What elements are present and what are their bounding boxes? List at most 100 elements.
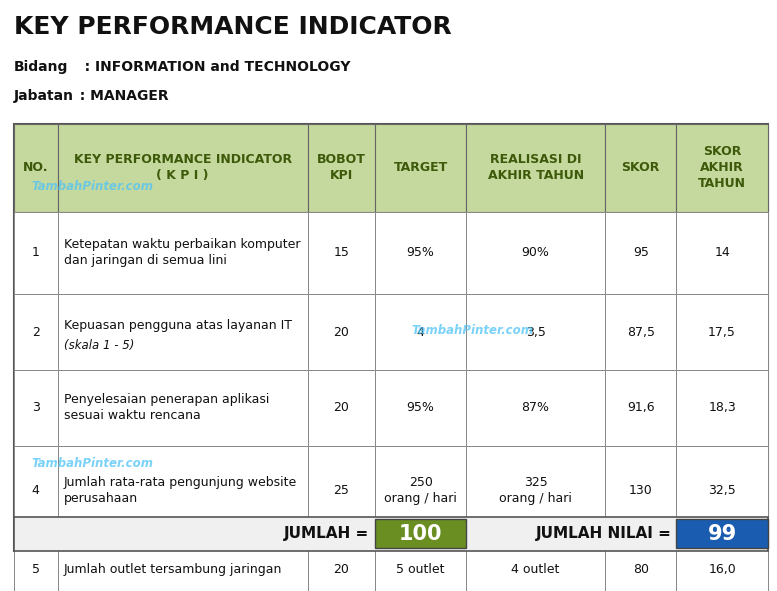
- Bar: [466, 370, 605, 446]
- Bar: [14, 124, 57, 212]
- Bar: [375, 124, 466, 212]
- Text: 20: 20: [333, 563, 349, 576]
- Bar: [605, 446, 677, 535]
- Text: 4 outlet: 4 outlet: [511, 563, 559, 576]
- Text: Kepuasan pengguna atas layanan IT: Kepuasan pengguna atas layanan IT: [64, 319, 292, 332]
- Bar: [677, 294, 768, 370]
- Bar: [375, 535, 466, 591]
- Bar: [14, 535, 57, 591]
- Bar: [375, 446, 466, 535]
- Bar: [308, 446, 375, 535]
- Text: 95: 95: [632, 246, 649, 259]
- Bar: [677, 446, 768, 535]
- Text: 4: 4: [32, 484, 40, 497]
- Text: KEY PERFORMANCE INDICATOR
( K P I ): KEY PERFORMANCE INDICATOR ( K P I ): [74, 153, 291, 183]
- Text: 95%: 95%: [406, 401, 434, 414]
- Text: Jumlah rata-rata pengunjung website
perusahaan: Jumlah rata-rata pengunjung website peru…: [64, 476, 297, 505]
- Text: 14: 14: [714, 246, 730, 259]
- Bar: [57, 370, 308, 446]
- Bar: [14, 446, 57, 535]
- Text: Bidang: Bidang: [14, 60, 68, 74]
- Bar: [466, 212, 605, 294]
- Text: 32,5: 32,5: [708, 484, 736, 497]
- Bar: [14, 294, 57, 370]
- Bar: [14, 212, 57, 294]
- Text: TambahPinter.com: TambahPinter.com: [31, 457, 153, 470]
- Text: 4: 4: [416, 326, 424, 339]
- Text: 20: 20: [333, 326, 349, 339]
- Bar: [308, 212, 375, 294]
- Text: JUMLAH NILAI =: JUMLAH NILAI =: [536, 526, 672, 541]
- Text: TARGET: TARGET: [393, 161, 448, 174]
- Text: 95%: 95%: [406, 246, 434, 259]
- Bar: [677, 370, 768, 446]
- Text: BOBOT
KPI: BOBOT KPI: [317, 153, 366, 183]
- Text: 90%: 90%: [521, 246, 549, 259]
- Text: REALISASI DI
AKHIR TAHUN: REALISASI DI AKHIR TAHUN: [487, 153, 584, 183]
- Text: 130: 130: [629, 484, 653, 497]
- Bar: [14, 124, 768, 551]
- Text: Jumlah outlet tersambung jaringan: Jumlah outlet tersambung jaringan: [64, 563, 282, 576]
- Bar: [375, 212, 466, 294]
- Bar: [57, 446, 308, 535]
- Text: TambahPinter.com: TambahPinter.com: [412, 324, 534, 337]
- Text: 25: 25: [333, 484, 349, 497]
- Text: 1: 1: [32, 246, 40, 259]
- Text: Ketepatan waktu perbaikan komputer
dan jaringan di semua lini: Ketepatan waktu perbaikan komputer dan j…: [64, 239, 301, 268]
- Bar: [466, 535, 605, 591]
- Bar: [677, 212, 768, 294]
- Text: 15: 15: [333, 246, 349, 259]
- Bar: [57, 124, 308, 212]
- Text: 18,3: 18,3: [708, 401, 736, 414]
- Text: 87,5: 87,5: [627, 326, 655, 339]
- Bar: [605, 212, 677, 294]
- Text: (skala 1 - 5): (skala 1 - 5): [64, 339, 134, 352]
- Text: 99: 99: [707, 524, 737, 544]
- Bar: [308, 535, 375, 591]
- Text: Penyelesaian penerapan aplikasi
sesuai waktu rencana: Penyelesaian penerapan aplikasi sesuai w…: [64, 393, 269, 423]
- Text: 5 outlet: 5 outlet: [396, 563, 444, 576]
- Text: 250
orang / hari: 250 orang / hari: [384, 476, 457, 505]
- Bar: [466, 446, 605, 535]
- Text: NO.: NO.: [23, 161, 48, 174]
- Text: SKOR
AKHIR
TAHUN: SKOR AKHIR TAHUN: [698, 145, 746, 190]
- Bar: [677, 519, 768, 548]
- Text: JUMLAH =: JUMLAH =: [284, 526, 369, 541]
- Text: : MANAGER: : MANAGER: [70, 89, 169, 103]
- Text: 91,6: 91,6: [627, 401, 654, 414]
- Bar: [375, 519, 466, 548]
- Bar: [57, 294, 308, 370]
- Bar: [605, 294, 677, 370]
- Bar: [466, 294, 605, 370]
- Bar: [14, 370, 57, 446]
- Bar: [14, 517, 768, 551]
- Bar: [308, 124, 375, 212]
- Text: KEY PERFORMANCE INDICATOR: KEY PERFORMANCE INDICATOR: [14, 15, 451, 39]
- Text: 2: 2: [32, 326, 40, 339]
- Text: : INFORMATION and TECHNOLOGY: : INFORMATION and TECHNOLOGY: [70, 60, 350, 74]
- Bar: [308, 370, 375, 446]
- Bar: [375, 370, 466, 446]
- Bar: [308, 294, 375, 370]
- Text: 100: 100: [399, 524, 442, 544]
- Bar: [605, 124, 677, 212]
- Text: Jabatan: Jabatan: [14, 89, 74, 103]
- Bar: [466, 124, 605, 212]
- Bar: [375, 294, 466, 370]
- Bar: [57, 212, 308, 294]
- Text: 3,5: 3,5: [526, 326, 545, 339]
- Bar: [57, 535, 308, 591]
- Text: 5: 5: [32, 563, 40, 576]
- Text: 17,5: 17,5: [708, 326, 736, 339]
- Text: 20: 20: [333, 401, 349, 414]
- Text: TambahPinter.com: TambahPinter.com: [31, 180, 153, 193]
- Text: SKOR: SKOR: [622, 161, 660, 174]
- Bar: [677, 124, 768, 212]
- Bar: [605, 535, 677, 591]
- Text: 16,0: 16,0: [708, 563, 736, 576]
- Text: 3: 3: [32, 401, 40, 414]
- Text: 80: 80: [632, 563, 649, 576]
- Text: 87%: 87%: [521, 401, 549, 414]
- Bar: [677, 535, 768, 591]
- Text: 325
orang / hari: 325 orang / hari: [499, 476, 572, 505]
